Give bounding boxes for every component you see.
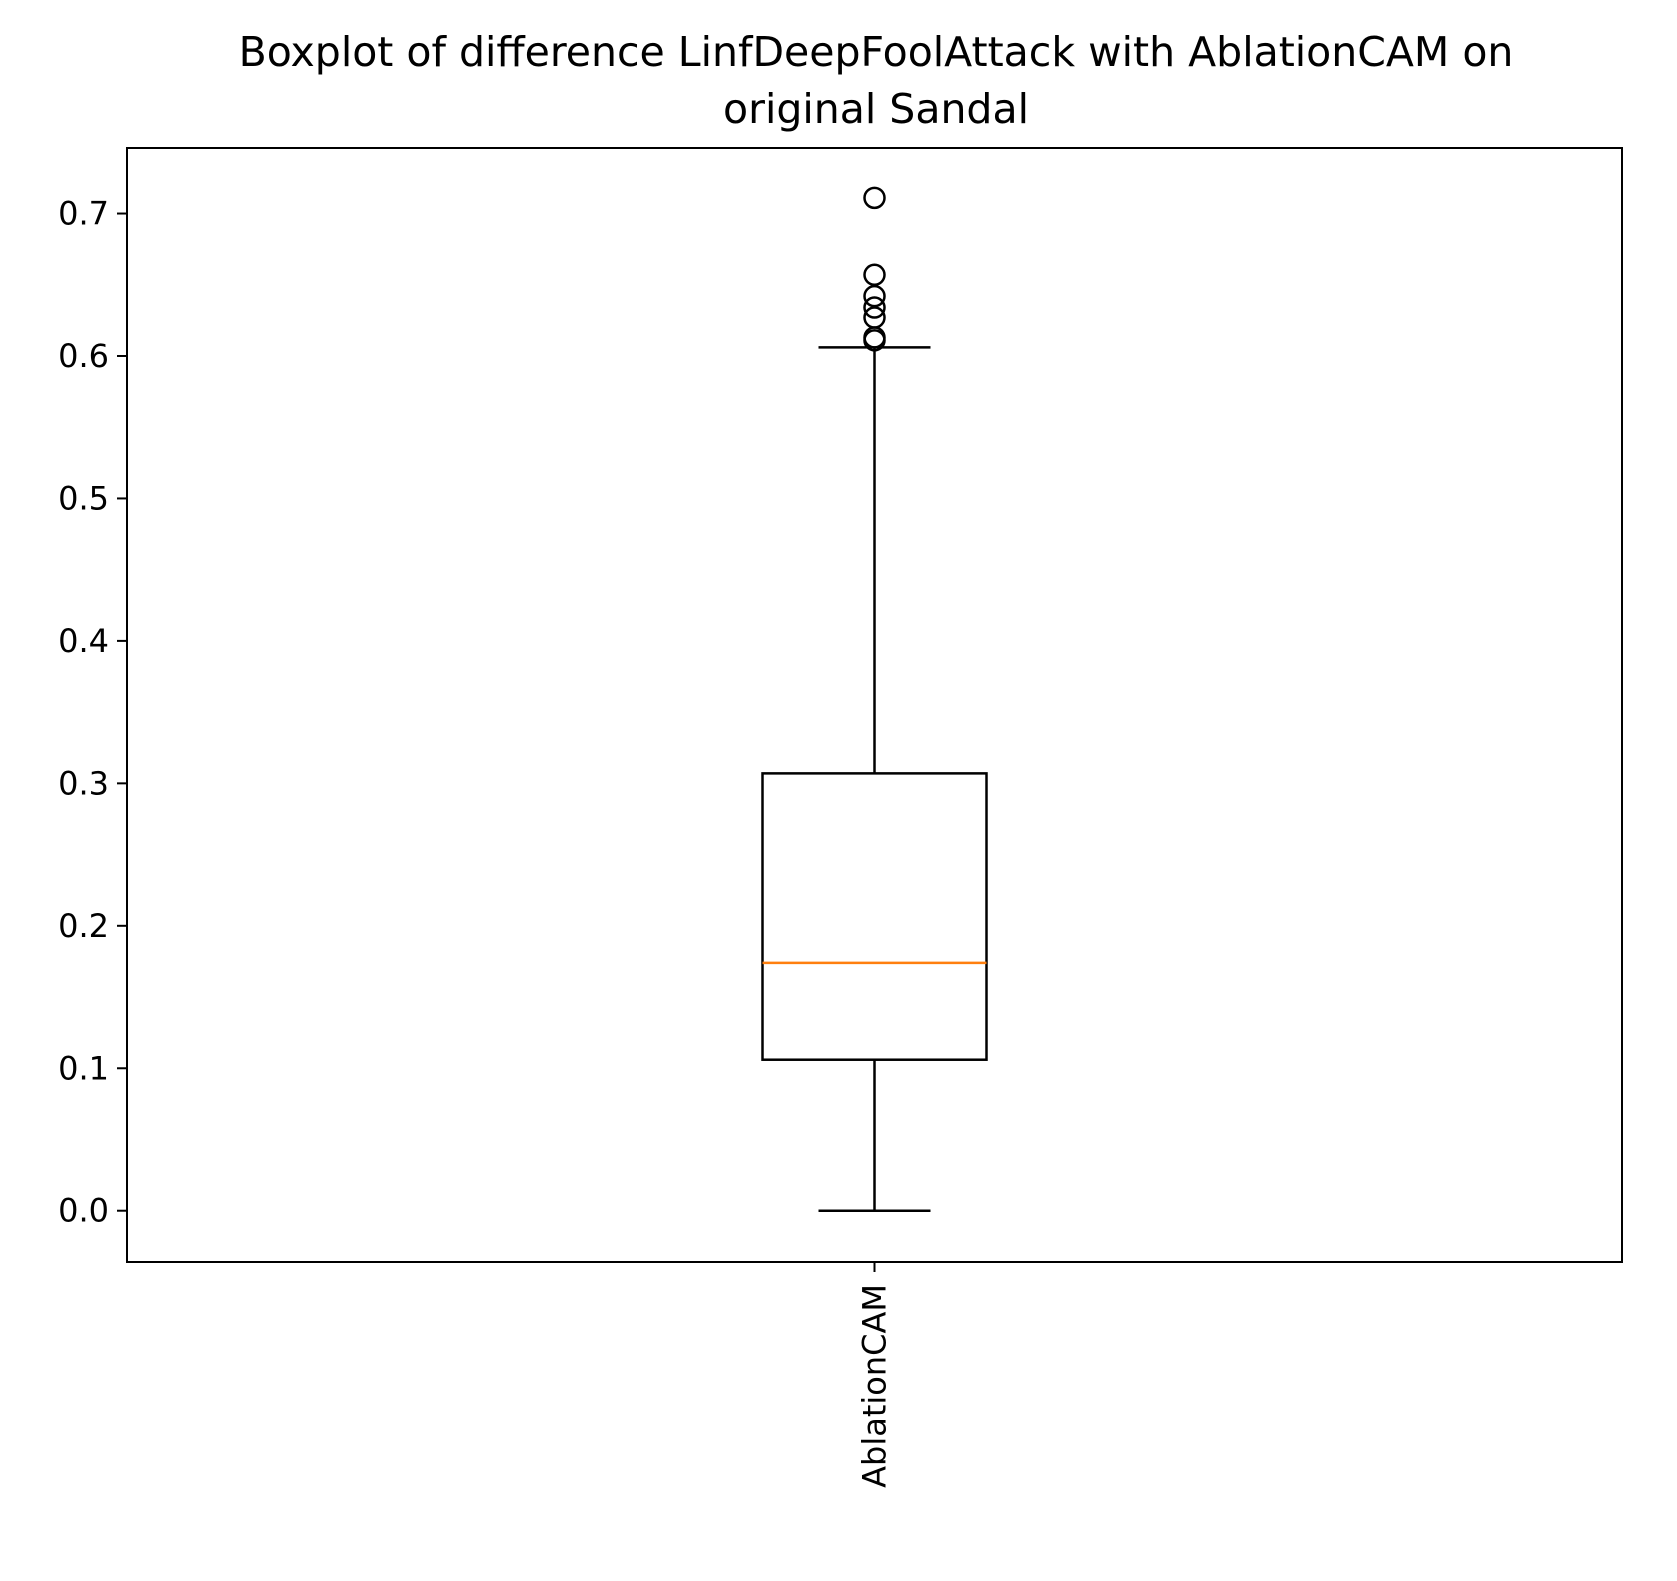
y-tick-label: 0.0 [58,1192,109,1230]
y-tick-label: 0.2 [58,907,109,945]
outlier-point [863,263,886,287]
chart-title-line-1: Boxplot of difference LinfDeepFoolAttack… [239,28,1514,76]
outlier-point [863,296,886,319]
box-group [761,186,988,1212]
outlier-point [863,306,886,329]
y-tick-label: 0.1 [58,1049,109,1087]
x-tick-label: AblationCAM [856,1284,894,1488]
y-tick-label: 0.4 [58,622,109,660]
outlier-point [863,284,886,308]
x-axis: AblationCAM [856,1262,894,1488]
chart-title-line-2: original Sandal [723,85,1029,133]
y-tick-label: 0.3 [58,764,109,802]
y-tick-label: 0.6 [58,337,109,375]
plot-frame [126,147,1623,1263]
y-tick-label: 0.5 [58,479,109,517]
iqr-box [761,772,988,1061]
outlier-point [863,186,886,210]
y-axis: 0.0 0.1 0.2 0.3 0.4 0.5 0.6 0.7 [58,195,127,1230]
y-tick-label: 0.7 [58,195,109,233]
